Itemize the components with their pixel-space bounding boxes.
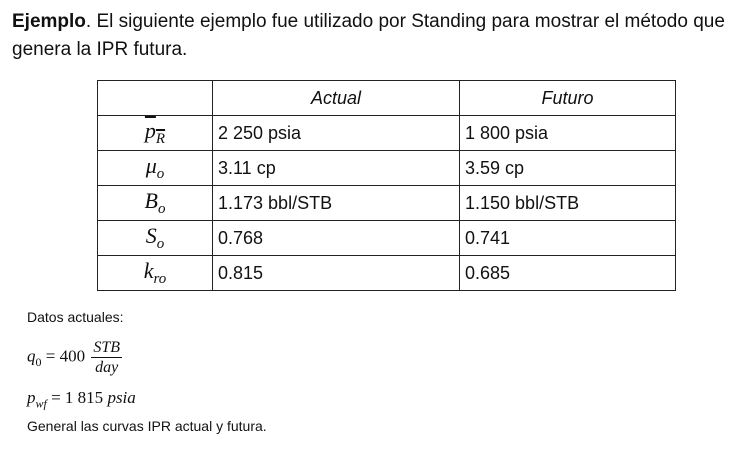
actual-value: 2 250 psia [212,115,460,151]
pwf-var: p [27,388,36,407]
actual-value: 0.768 [212,220,460,256]
actual-value: 1.173 bbl/STB [212,185,460,221]
header-empty-cell [97,80,213,116]
actual-value: 3.11 cp [212,150,460,186]
q0-fraction: STB day [91,338,123,377]
symbol-cell: Bo [97,185,213,221]
symbol-letter: k [143,258,154,283]
q0-equation: q0 = 400 STB day [27,338,123,377]
symbol-sub: o [156,166,165,182]
table-row: pR 2 250 psia 1 800 psia [97,115,676,151]
instruction-text: General las curvas IPR actual y futura. [27,418,267,434]
symbol-cell: kro [97,255,213,291]
symbol-letter: p [144,118,156,143]
properties-table: Actual Futuro pR 2 250 psia 1 800 psia μ… [97,80,676,291]
q0-eq: = 400 [41,346,86,366]
symbol-sub: R [155,131,166,147]
futuro-value: 3.59 cp [459,150,676,186]
symbol-letter: S [145,223,157,248]
datos-label: Datos actuales: [27,309,124,325]
symbol-letter: B [144,188,158,213]
table-row: Bo 1.173 bbl/STB 1.150 bbl/STB [97,185,676,221]
symbol-sub: o [156,236,165,252]
pwf-unit: psia [107,388,136,407]
symbol-letter: μ [145,153,157,178]
table-row: So 0.768 0.741 [97,220,676,256]
intro-text: . El siguiente ejemplo fue utilizado por… [12,11,725,60]
q0-var: q [27,346,36,366]
q0-sub: 0 [35,354,42,369]
symbol-cell: pR [97,115,213,151]
symbol-sub: ro [153,271,167,287]
header-actual: Actual [212,80,460,116]
symbol-cell: μo [97,150,213,186]
intro-bold: Ejemplo [12,11,86,32]
futuro-value: 0.685 [459,255,676,291]
table-header-row: Actual Futuro [97,80,676,116]
pwf-eq: = 1 815 [46,388,108,407]
futuro-value: 1 800 psia [459,115,676,151]
header-futuro: Futuro [459,80,676,116]
pwf-sub: wf [35,396,47,411]
symbol-cell: So [97,220,213,256]
q0-denominator: day [95,359,119,376]
q0-numerator: STB [91,339,123,358]
table-row: μo 3.11 cp 3.59 cp [97,150,676,186]
actual-value: 0.815 [212,255,460,291]
intro-paragraph: Ejemplo. El siguiente ejemplo fue utiliz… [12,8,727,64]
table-row: kro 0.815 0.685 [97,255,676,291]
futuro-value: 1.150 bbl/STB [459,185,676,221]
pwf-equation: pwf = 1 815 psia [27,388,136,411]
symbol-sub: o [157,201,166,217]
futuro-value: 0.741 [459,220,676,256]
